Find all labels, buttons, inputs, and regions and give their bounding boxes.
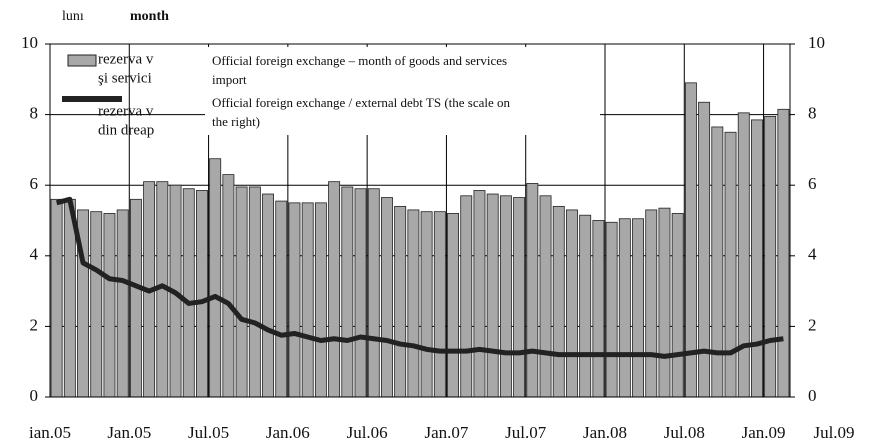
y-tick-label: 10 <box>21 33 38 52</box>
y2-tick-label: 10 <box>808 33 825 52</box>
bar <box>513 197 526 398</box>
bar <box>764 115 777 398</box>
bar <box>592 220 605 398</box>
x-tick-label: ian.05 <box>29 423 71 442</box>
bar <box>222 174 235 398</box>
bar <box>235 186 248 398</box>
bar <box>447 213 459 398</box>
bar <box>328 181 341 398</box>
bar <box>90 211 103 398</box>
bar <box>301 202 314 398</box>
axes: 0 2 4 6 8 10 0 2 4 6 8 10 ian.05 Jan.05 Jul.05 Jan.06 Ju… <box>21 33 855 442</box>
legend-underlay: rezerva v <box>98 51 154 67</box>
y2-tick-label: 6 <box>808 174 817 193</box>
x-tick-label: Jan.08 <box>583 423 627 442</box>
bar <box>605 221 618 398</box>
bar <box>394 205 407 398</box>
bar <box>103 213 116 398</box>
x-tick-label: Jan.05 <box>107 423 151 442</box>
bar <box>275 200 288 398</box>
y-tick-label: 4 <box>30 245 39 264</box>
header-right: month <box>130 9 169 24</box>
x-tick-label: Jan.09 <box>742 423 786 442</box>
bar <box>737 112 750 398</box>
bar <box>288 202 301 398</box>
legend-label: Official foreign exchange / external deb… <box>212 95 511 110</box>
bar <box>751 119 763 398</box>
x-tick-label: Jul.05 <box>188 423 229 442</box>
bar <box>314 202 327 398</box>
y2-tick-label: 2 <box>808 315 817 334</box>
bar <box>196 190 208 398</box>
bar <box>711 126 724 398</box>
bar <box>658 207 671 398</box>
legend-label: Official foreign exchange – month of goo… <box>212 53 507 68</box>
bar <box>354 188 367 398</box>
bar <box>645 209 658 398</box>
x-tick-label: Jul.08 <box>664 423 705 442</box>
y-tick-label: 0 <box>30 386 39 405</box>
bar <box>182 188 195 398</box>
bar <box>526 183 539 398</box>
bar <box>486 193 499 398</box>
bar <box>248 186 261 398</box>
bar <box>566 209 578 398</box>
y2-tick-label: 8 <box>808 104 817 123</box>
bar <box>341 186 354 398</box>
bar <box>433 211 446 398</box>
legend-underlay: din dreap <box>98 122 154 138</box>
bar <box>632 218 644 398</box>
bar <box>460 195 473 398</box>
bar <box>618 218 631 398</box>
bar <box>381 197 393 398</box>
y2-tick-label: 4 <box>808 245 817 264</box>
y-tick-label: 8 <box>30 104 39 123</box>
legend-swatch <box>67 54 97 67</box>
bar <box>129 198 142 398</box>
bar <box>209 158 222 398</box>
y2-tick-label: 0 <box>808 386 817 405</box>
bar <box>724 131 737 398</box>
legend-underlay: rezerva v <box>98 103 154 119</box>
bar <box>671 213 684 398</box>
lines <box>55 196 784 359</box>
bar <box>262 193 274 398</box>
legend-box <box>205 47 600 135</box>
bar <box>473 190 486 398</box>
bar <box>777 108 790 398</box>
header-left: lunı <box>62 9 84 24</box>
bar <box>420 211 433 398</box>
legend-underlay: şi servici <box>98 70 152 86</box>
x-tick-label: Jul.09 <box>813 423 854 442</box>
legend-label: the right) <box>212 114 260 129</box>
line <box>55 196 784 359</box>
x-tick-label: Jan.07 <box>424 423 468 442</box>
bar <box>407 209 420 398</box>
y-tick-label: 2 <box>30 315 39 334</box>
legend: rezerva v şi servici rezerva v din dreap Off… <box>62 47 600 138</box>
bar <box>579 214 592 398</box>
bar <box>367 188 380 398</box>
bar <box>539 195 552 398</box>
x-tick-label: Jul.06 <box>347 423 388 442</box>
bar <box>499 195 512 398</box>
bar <box>552 205 565 398</box>
bar <box>116 209 129 398</box>
x-tick-label: Jul.07 <box>505 423 547 442</box>
y-tick-label: 6 <box>30 174 39 193</box>
bar <box>50 198 63 398</box>
x-tick-label: Jan.06 <box>266 423 310 442</box>
legend-label: import <box>212 72 247 87</box>
